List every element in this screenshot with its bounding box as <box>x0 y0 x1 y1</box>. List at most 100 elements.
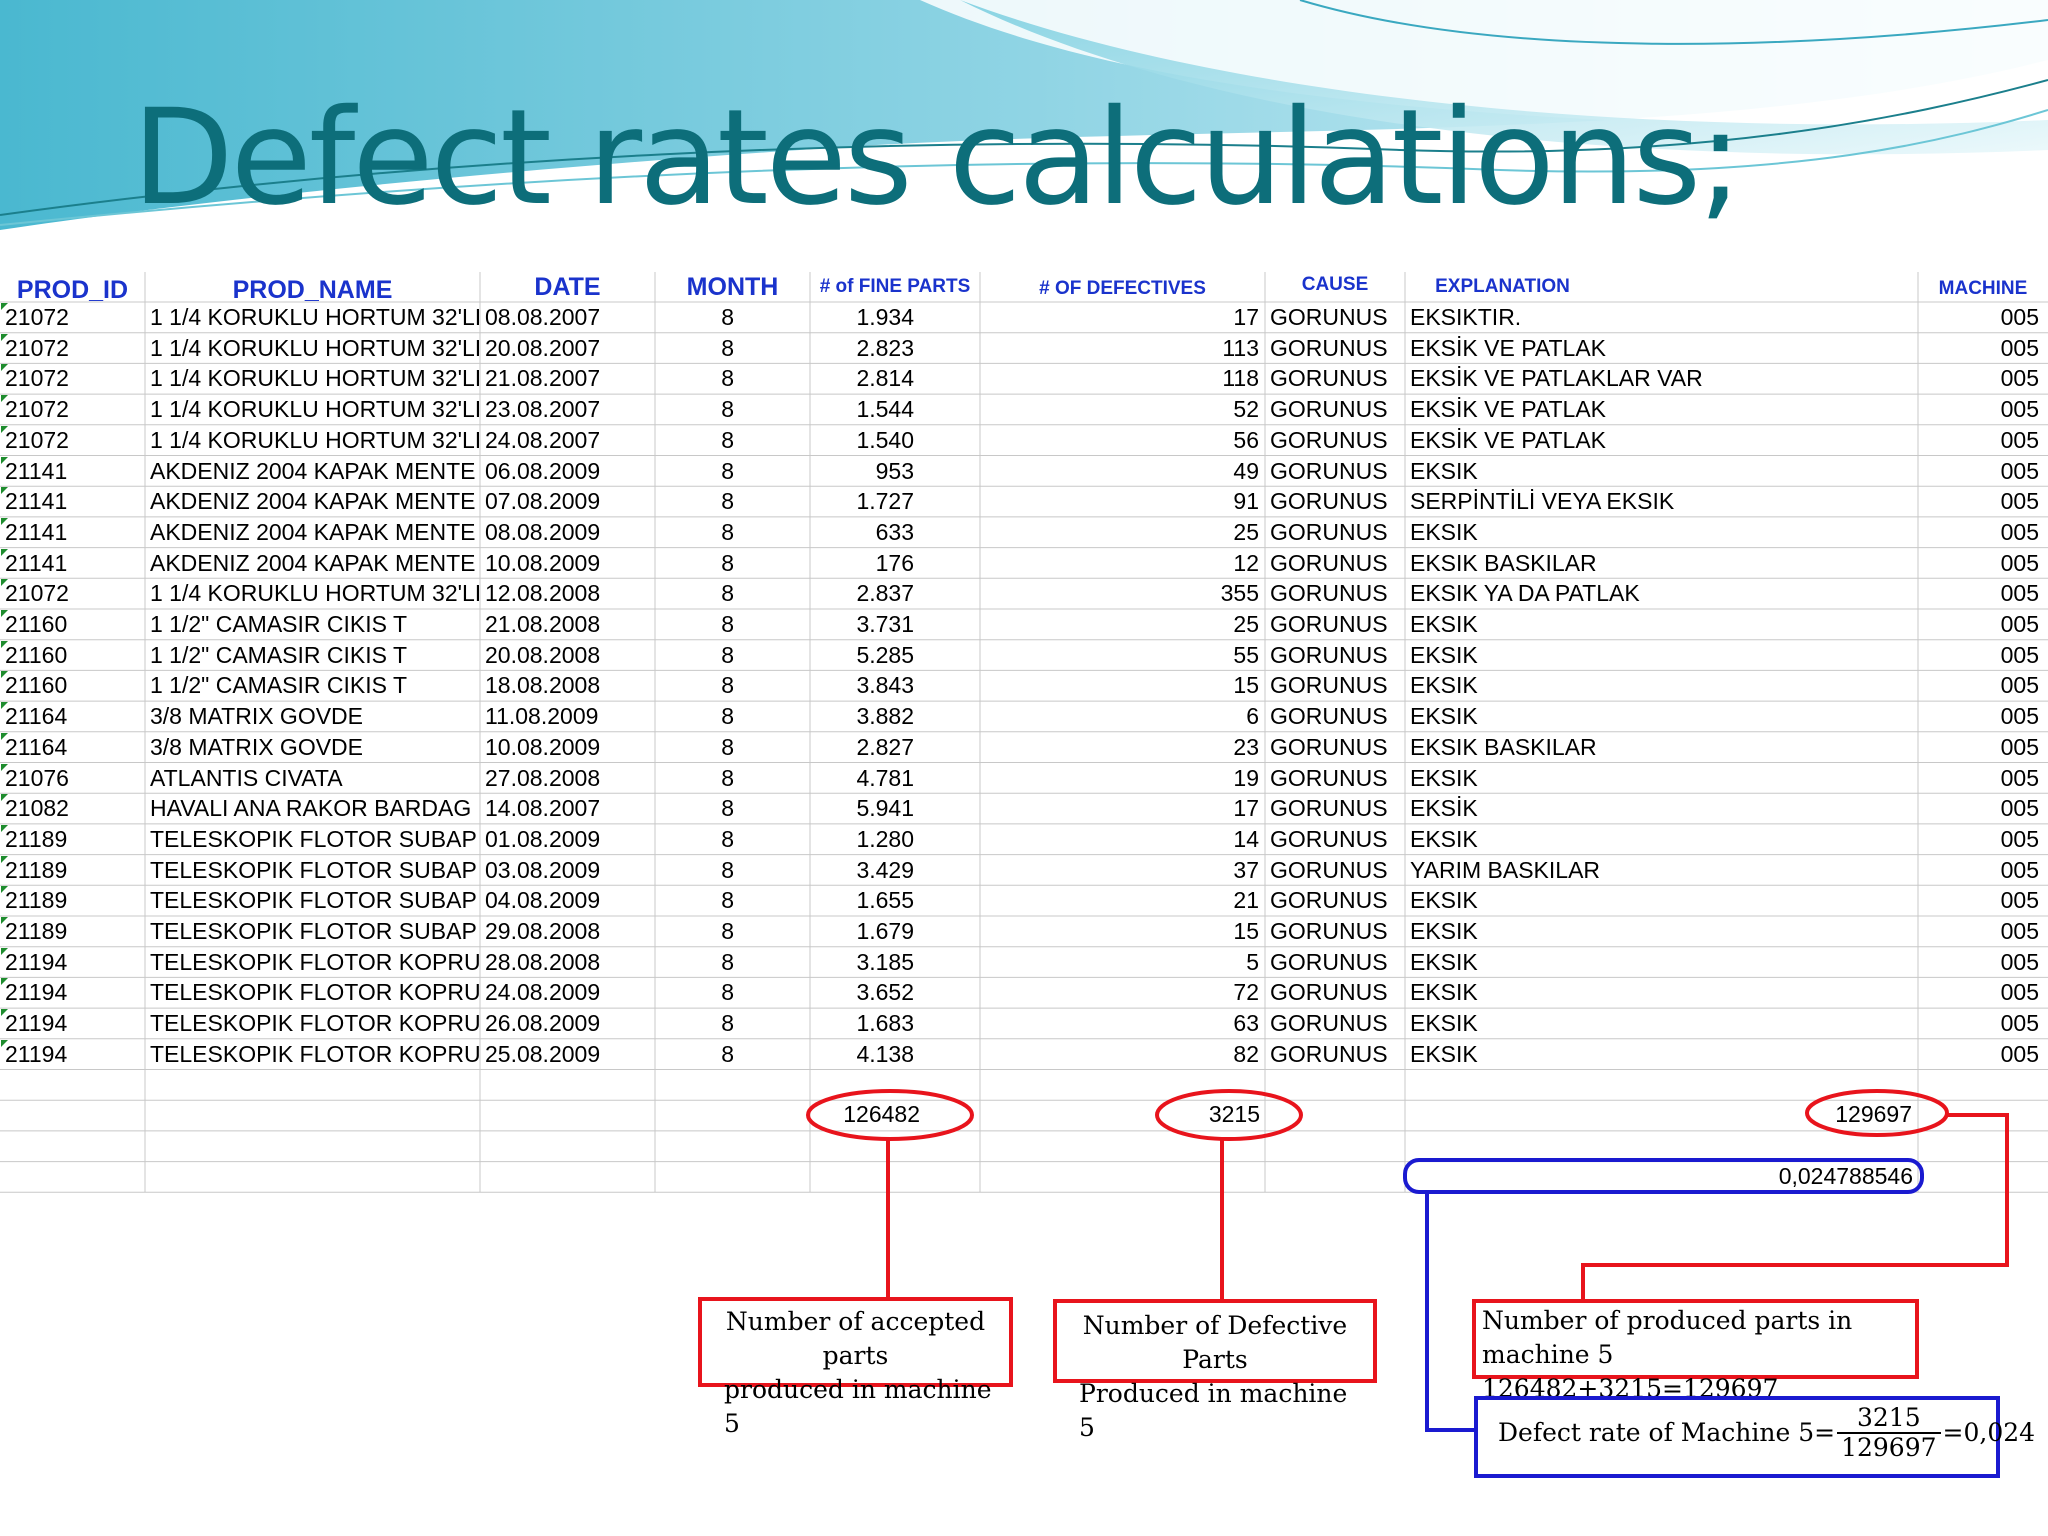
cell-prod-name[interactable]: 3/8 MATRIX GOVDE <box>150 703 364 730</box>
cell-machine[interactable]: 005 <box>2000 580 2039 607</box>
cell-prod-name[interactable]: 1 1/2" CAMASIR CIKIS T <box>150 672 407 699</box>
cell-machine[interactable]: 005 <box>2000 641 2039 668</box>
cell-defectives[interactable]: 15 <box>1233 918 1259 944</box>
cell-explanation[interactable]: EKSIK YA DA PATLAK <box>1410 580 1640 607</box>
cell-defectives[interactable]: 23 <box>1233 733 1259 760</box>
cell-month[interactable]: 8 <box>721 488 734 515</box>
cell-defectives[interactable]: 17 <box>1233 795 1259 822</box>
cell-explanation[interactable]: EKSIK <box>1410 764 1478 791</box>
cell-month[interactable]: 8 <box>721 426 734 453</box>
cell-fine-parts[interactable]: 2.814 <box>856 365 914 392</box>
cell-fine-parts[interactable]: 1.934 <box>856 304 914 330</box>
cell-month[interactable]: 8 <box>721 365 734 392</box>
cell-cause[interactable]: GORUNUS <box>1270 703 1388 730</box>
cell-month[interactable]: 8 <box>721 948 734 975</box>
cell-machine[interactable]: 005 <box>2000 426 2039 453</box>
cell-date[interactable]: 12.08.2008 <box>485 580 601 607</box>
cell-defectives[interactable]: 118 <box>1222 365 1259 392</box>
cell-defectives[interactable]: 17 <box>1233 304 1259 330</box>
cell-prod-name[interactable]: AKDENIZ 2004 KAPAK MENTE <box>150 457 476 484</box>
cell-month[interactable]: 8 <box>721 795 734 822</box>
cell-prod-name[interactable]: 1 1/2" CAMASIR CIKIS T <box>150 611 407 637</box>
cell-fine-parts[interactable]: 953 <box>875 457 914 484</box>
cell-machine[interactable]: 005 <box>2000 518 2039 545</box>
cell-date[interactable]: 06.08.2009 <box>485 457 601 484</box>
cell-explanation[interactable]: EKSIK BASKILAR <box>1410 549 1597 576</box>
cell-prod-name[interactable]: AKDENIZ 2004 KAPAK MENTE <box>150 488 476 515</box>
cell-month[interactable]: 8 <box>721 549 734 576</box>
cell-machine[interactable]: 005 <box>2000 733 2039 760</box>
cell-defectives[interactable]: 15 <box>1233 672 1259 699</box>
cell-cause[interactable]: GORUNUS <box>1270 580 1388 607</box>
cell-prod-id[interactable]: 21072 <box>5 580 69 607</box>
cell-prod-name[interactable]: 1 1/4 KORUKLU HORTUM 32'LI <box>150 334 480 361</box>
cell-date[interactable]: 27.08.2008 <box>485 764 601 791</box>
cell-defectives[interactable]: 82 <box>1233 1040 1259 1067</box>
cell-cause[interactable]: GORUNUS <box>1270 304 1388 330</box>
cell-prod-id[interactable]: 21160 <box>5 641 68 668</box>
cell-month[interactable]: 8 <box>721 856 734 883</box>
cell-prod-name[interactable]: TELESKOPIK FLOTOR KOPRU <box>150 1010 480 1037</box>
cell-prod-id[interactable]: 21189 <box>5 887 68 914</box>
cell-month[interactable]: 8 <box>721 1010 734 1037</box>
cell-date[interactable]: 21.08.2007 <box>485 365 601 392</box>
cell-fine-parts[interactable]: 1.727 <box>856 488 914 515</box>
cell-prod-id[interactable]: 21160 <box>5 672 68 699</box>
cell-prod-name[interactable]: TELESKOPIK FLOTOR SUBAP <box>150 856 477 883</box>
cell-cause[interactable]: GORUNUS <box>1270 856 1388 883</box>
cell-prod-id[interactable]: 21164 <box>5 703 68 730</box>
cell-prod-name[interactable]: 1 1/4 KORUKLU HORTUM 32'LI <box>150 365 480 392</box>
cell-fine-parts[interactable]: 633 <box>875 518 914 545</box>
cell-cause[interactable]: GORUNUS <box>1270 334 1388 361</box>
cell-defectives[interactable]: 91 <box>1233 488 1259 515</box>
cell-month[interactable]: 8 <box>721 764 734 791</box>
cell-explanation[interactable]: SERPİNTİLİ VEYA EKSIK <box>1410 488 1675 515</box>
cell-machine[interactable]: 005 <box>2000 948 2039 975</box>
cell-machine[interactable]: 005 <box>2000 979 2039 1006</box>
cell-fine-parts[interactable]: 3.429 <box>856 856 914 883</box>
cell-prod-name[interactable]: TELESKOPIK FLOTOR KOPRU <box>150 948 480 975</box>
cell-prod-id[interactable]: 21072 <box>5 396 69 423</box>
cell-explanation[interactable]: EKSİK VE PATLAK <box>1410 426 1607 453</box>
cell-date[interactable]: 18.08.2008 <box>485 672 601 699</box>
cell-prod-id[interactable]: 21141 <box>5 518 68 545</box>
cell-month[interactable]: 8 <box>721 825 734 852</box>
cell-defectives[interactable]: 113 <box>1222 334 1259 361</box>
cell-machine[interactable]: 005 <box>2000 672 2039 699</box>
cell-explanation[interactable]: EKSİK <box>1410 795 1478 822</box>
cell-cause[interactable]: GORUNUS <box>1270 488 1388 515</box>
cell-cause[interactable]: GORUNUS <box>1270 918 1388 944</box>
cell-prod-name[interactable]: TELESKOPIK FLOTOR SUBAP <box>150 918 477 944</box>
cell-prod-name[interactable]: 1 1/4 KORUKLU HORTUM 32'LI <box>150 304 480 330</box>
cell-prod-id[interactable]: 21072 <box>5 426 69 453</box>
cell-explanation[interactable]: EKSİK VE PATLAKLAR VAR <box>1410 365 1703 392</box>
cell-prod-name[interactable]: 1 1/4 KORUKLU HORTUM 32'LI <box>150 580 480 607</box>
cell-fine-parts[interactable]: 1.683 <box>856 1010 914 1037</box>
cell-fine-parts[interactable]: 1.655 <box>856 887 914 914</box>
cell-cause[interactable]: GORUNUS <box>1270 518 1388 545</box>
cell-defectives[interactable]: 56 <box>1233 426 1259 453</box>
cell-defectives[interactable]: 25 <box>1233 611 1259 637</box>
cell-date[interactable]: 14.08.2007 <box>485 795 601 822</box>
cell-prod-name[interactable]: TELESKOPIK FLOTOR SUBAP <box>150 825 477 852</box>
cell-date[interactable]: 01.08.2009 <box>485 825 601 852</box>
cell-date[interactable]: 11.08.2009 <box>485 703 599 730</box>
cell-month[interactable]: 8 <box>721 979 734 1006</box>
cell-fine-parts[interactable]: 4.781 <box>856 764 914 791</box>
cell-fine-parts[interactable]: 176 <box>875 549 914 576</box>
cell-month[interactable]: 8 <box>721 1040 734 1067</box>
cell-month[interactable]: 8 <box>721 396 734 423</box>
cell-defectives[interactable]: 37 <box>1233 856 1259 883</box>
cell-fine-parts[interactable]: 3.185 <box>856 948 914 975</box>
cell-defectives[interactable]: 72 <box>1233 979 1259 1006</box>
cell-cause[interactable]: GORUNUS <box>1270 948 1388 975</box>
cell-date[interactable]: 28.08.2008 <box>485 948 601 975</box>
cell-explanation[interactable]: EKSIK <box>1410 979 1478 1006</box>
cell-month[interactable]: 8 <box>721 672 734 699</box>
cell-date[interactable]: 24.08.2009 <box>485 979 601 1006</box>
cell-machine[interactable]: 005 <box>2000 457 2039 484</box>
cell-prod-id[interactable]: 21141 <box>5 549 68 576</box>
cell-prod-name[interactable]: TELESKOPIK FLOTOR KOPRU <box>150 979 480 1006</box>
cell-cause[interactable]: GORUNUS <box>1270 1040 1388 1067</box>
cell-fine-parts[interactable]: 1.540 <box>856 426 914 453</box>
